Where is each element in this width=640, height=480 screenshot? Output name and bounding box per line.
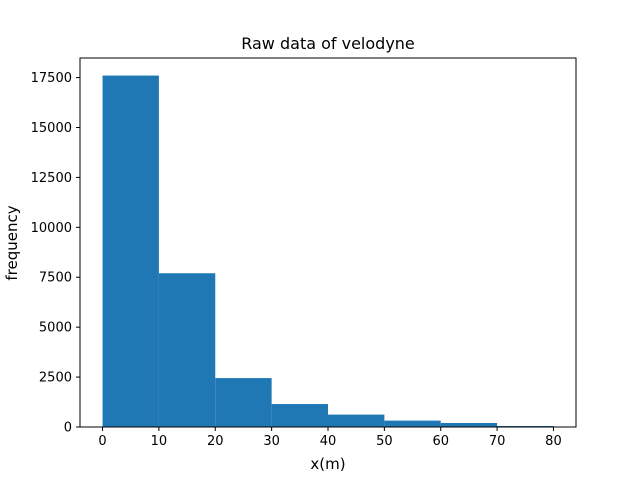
y-tick-label: 17500 (31, 71, 72, 86)
x-axis-label: x(m) (310, 455, 345, 473)
x-tick-label: 60 (432, 434, 449, 449)
y-tick-label: 2500 (39, 371, 72, 386)
x-tick-label: 10 (151, 434, 168, 449)
chart-title: Raw data of velodyne (241, 34, 415, 53)
y-tick-label: 12500 (31, 171, 72, 186)
histogram-bar-50-60 (384, 420, 441, 427)
x-tick-label: 20 (207, 434, 224, 449)
y-tick-label: 10000 (31, 221, 72, 236)
x-tick-label: 70 (489, 434, 506, 449)
histogram-bar-20-30 (215, 378, 272, 427)
x-ticks-group: 0 10 20 30 40 50 60 70 80 (98, 427, 562, 449)
histogram-bar-10-20 (158, 273, 216, 427)
y-tick-label: 15000 (31, 121, 72, 136)
y-tick-label: 0 (64, 421, 72, 436)
histogram-bar-30-40 (271, 404, 328, 427)
histogram-bar-0-10 (102, 75, 159, 427)
x-tick-label: 40 (320, 434, 337, 449)
x-tick-label: 80 (545, 434, 562, 449)
y-ticks-group: 0 2500 5000 7500 10000 12500 15000 17500 (31, 71, 80, 436)
histogram-bar-60-70 (440, 423, 498, 427)
y-axis-label: frequency (3, 205, 21, 280)
x-tick-label: 50 (376, 434, 393, 449)
x-tick-label: 30 (263, 434, 280, 449)
x-tick-label: 0 (98, 434, 106, 449)
histogram-bar-40-50 (328, 414, 385, 427)
y-tick-label: 5000 (39, 321, 72, 336)
y-tick-label: 7500 (39, 271, 72, 286)
bars-group (102, 75, 554, 427)
plot-frame (79, 57, 577, 428)
